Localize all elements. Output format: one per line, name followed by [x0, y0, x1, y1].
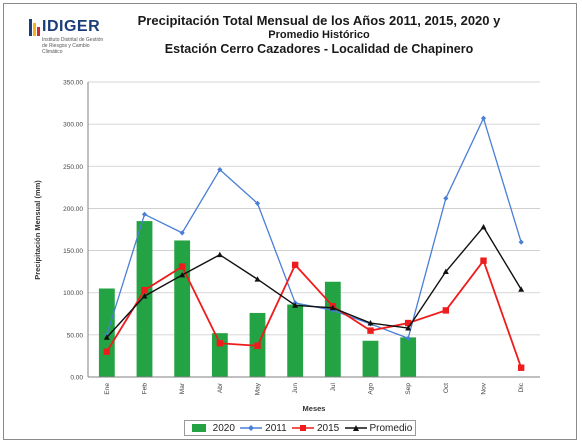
x-tick-label: Ene	[104, 383, 111, 395]
x-tick-label: Jul	[330, 382, 337, 391]
point-Promedio-Mar	[179, 272, 186, 278]
bar-2020-Jul	[324, 281, 341, 377]
point-Promedio-Oct	[442, 268, 449, 275]
legend-label-promedio: Promedio	[369, 422, 413, 434]
point-2011-Feb	[141, 211, 148, 217]
point-Promedio-Dic	[518, 286, 525, 292]
legend-item-2011: 2011	[240, 423, 287, 434]
x-tick-label: Ago	[368, 383, 375, 395]
series-line-Promedio	[106, 226, 522, 338]
series-line-2015	[106, 259, 523, 369]
point-2011-Sep	[405, 335, 411, 341]
chart-title-line2: Promedio Histórico	[268, 29, 370, 41]
x-tick-label: May	[255, 382, 262, 395]
legend-label-2011: 2011	[265, 422, 287, 434]
legend-swatch-2015	[291, 425, 314, 431]
bar-layer	[98, 221, 417, 377]
bar-2020-Jun	[287, 304, 304, 377]
point-2011-May	[254, 200, 261, 206]
legend-item-2020: 2020	[188, 423, 235, 434]
point-2015-Mar	[178, 263, 186, 270]
legend-label-2015: 2015	[316, 422, 340, 434]
legend-swatch-2020	[191, 424, 206, 432]
x-tick-label: Abr	[217, 382, 224, 393]
point-2015-Dic	[517, 364, 525, 371]
grid-layer	[88, 81, 540, 378]
legend-item-2015: 2015	[291, 422, 340, 434]
point-2015-Abr	[216, 340, 224, 347]
point-2015-May	[254, 342, 261, 350]
point-2015-Ene	[103, 348, 111, 355]
legend-item-promedio: Promedio	[344, 422, 413, 434]
point-2015-Feb	[141, 286, 148, 294]
bar-2020-Mar	[174, 240, 191, 377]
y-tick-label: 350.00	[63, 80, 83, 87]
logo-name: IDIGER	[42, 18, 101, 35]
logo-mark-icon	[29, 19, 40, 36]
chart-title-line3: Estación Cerro Cazadores - Localidad de …	[164, 42, 474, 56]
point-2011-Nov	[480, 115, 487, 121]
logo-subtitle: Instituto Distrital de Gestión de Riesgo…	[42, 37, 104, 55]
x-tick-label: Dic	[518, 382, 525, 392]
point-Promedio-Sep	[405, 325, 412, 331]
y-axis-label: Precipitación Mensual (mm)	[33, 180, 42, 280]
chart-title-line1: Precipitación Total Mensual de los Años …	[137, 13, 501, 28]
bar-2020-Sep	[400, 337, 417, 377]
x-tick-label: Nov	[481, 382, 488, 394]
y-tick-label: 200.00	[63, 206, 83, 213]
x-tick-label: Sep	[405, 383, 412, 395]
chart-title: Precipitación Total Mensual de los Años …	[114, 13, 524, 57]
legend: 2020 2011 2015 Promedio	[184, 420, 416, 436]
point-2011-Mar	[179, 230, 185, 236]
point-Promedio-Ene	[103, 334, 110, 340]
x-tick-label: Feb	[142, 383, 149, 395]
y-tick-label: 100.00	[63, 290, 83, 297]
point-2015-Jun	[291, 261, 299, 269]
point-Promedio-Jul	[329, 304, 336, 311]
axis-layer: 0.00 50.00 100.00 150.00 200.00 250.00 300.00 3…	[63, 80, 540, 395]
legend-label-2020: 2020	[212, 422, 235, 434]
point-Promedio-Jun	[292, 302, 299, 308]
point-Promedio-Feb	[141, 293, 148, 299]
point-Promedio-Nov	[480, 223, 487, 230]
point-Promedio-Ago	[367, 320, 374, 326]
y-tick-label: 50.00	[67, 332, 84, 339]
point-2011-Abr	[217, 167, 223, 173]
legend-swatch-promedio	[344, 425, 367, 431]
bar-2020-Feb	[136, 221, 153, 377]
bar-2020-Ago	[362, 340, 379, 377]
x-tick-label: Jun	[292, 383, 299, 394]
point-2015-Oct	[442, 307, 450, 314]
point-2011-Oct	[443, 195, 449, 201]
x-tick-label: Mar	[179, 382, 186, 394]
series-line-2011	[106, 117, 522, 339]
point-2015-Ago	[367, 327, 374, 334]
x-tick-label: Oct	[443, 383, 450, 393]
idiger-logo: IDIGER Instituto Distrital de Gestión de…	[26, 16, 106, 55]
line-layer	[103, 115, 525, 371]
y-tick-label: 250.00	[63, 164, 83, 171]
y-tick-label: 150.00	[63, 248, 83, 255]
legend-swatch-2011	[240, 425, 263, 431]
point-2011-Dic	[518, 239, 524, 245]
point-2015-Nov	[480, 257, 487, 264]
point-Promedio-Abr	[216, 251, 223, 258]
y-tick-label: 300.00	[63, 122, 83, 129]
point-2015-Sep	[404, 319, 412, 327]
x-axis-label: Meses	[303, 404, 326, 413]
bar-2020-Abr	[211, 333, 228, 377]
point-Promedio-May	[254, 276, 261, 282]
y-tick-label: 0.00	[70, 375, 83, 382]
